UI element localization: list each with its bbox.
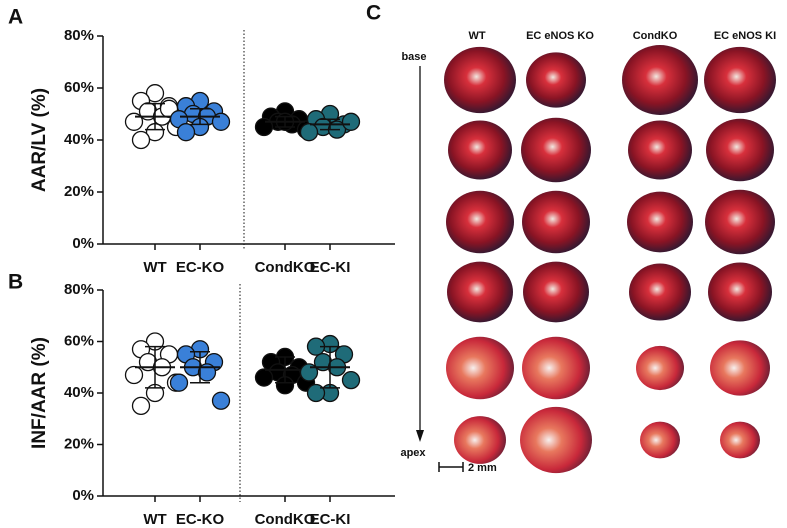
column-label: EC eNOS KO [526,30,594,42]
y-tick-label: 60% [64,79,94,96]
data-point [169,373,189,392]
heart-slice [522,336,590,400]
scale-bar-label: 2 mm [468,462,497,474]
data-point [131,396,151,416]
y-tick-label: 0% [72,487,94,504]
x-tick-label: CondKO [255,511,316,528]
column-label: EC eNOS KI [714,30,776,42]
column-label: CondKO [633,30,678,42]
y-tick-label: 40% [64,384,94,401]
heart-slice [446,336,514,400]
heart-slice [446,190,514,254]
heart-slice [720,421,760,459]
axis-bottom-label: apex [400,447,426,459]
axis-top-label: base [401,51,426,63]
arrow-head [416,430,424,442]
heart-slice [523,261,589,323]
heart-slice [454,416,506,464]
data-point [211,391,231,410]
x-tick-label: EC-KI [310,259,351,276]
heart-slice [526,52,586,108]
x-tick-label: EC-KO [176,259,225,276]
y-tick-label: 80% [64,27,94,44]
data-point [145,84,165,103]
heart-slice [629,263,691,321]
y-tick-label: 60% [64,332,94,349]
y-tick-label: 20% [64,435,94,452]
column-label: WT [468,30,485,42]
heart-slice [628,120,692,180]
data-point [254,368,274,387]
heart-slice [522,190,590,254]
heart-slice [520,406,592,474]
data-point [176,123,196,142]
x-tick-label: EC-KO [176,511,225,528]
data-point [299,123,319,142]
heart-slice [708,262,772,322]
heart-slice [704,46,776,114]
panel-label: A [8,6,23,29]
x-tick-label: WT [143,511,166,528]
panel-label: C [366,2,381,25]
data-point [131,130,151,150]
heart-slice [622,45,698,115]
y-axis-title: AAR/LV (%) [29,88,50,192]
y-tick-label: 0% [72,235,94,252]
heart-slice [447,261,513,323]
x-tick-label: WT [143,259,166,276]
x-tick-label: EC-KI [310,511,351,528]
heart-slice [521,117,591,183]
heart-slice [448,120,512,180]
y-tick-label: 40% [64,131,94,148]
heart-slice [640,421,680,459]
heart-slice [705,189,775,255]
data-point [306,383,326,403]
heart-slice [710,340,770,396]
data-point [341,370,361,390]
data-point [341,112,361,131]
heart-slice [444,46,516,114]
panel-label: B [8,271,23,294]
heart-slice [627,191,693,253]
y-tick-label: 80% [64,281,94,298]
heart-slice [706,118,774,182]
data-point [124,365,144,385]
y-tick-label: 20% [64,183,94,200]
x-tick-label: CondKO [255,259,316,276]
y-axis-title: INF/AAR (%) [29,337,50,449]
heart-slice [636,345,684,391]
